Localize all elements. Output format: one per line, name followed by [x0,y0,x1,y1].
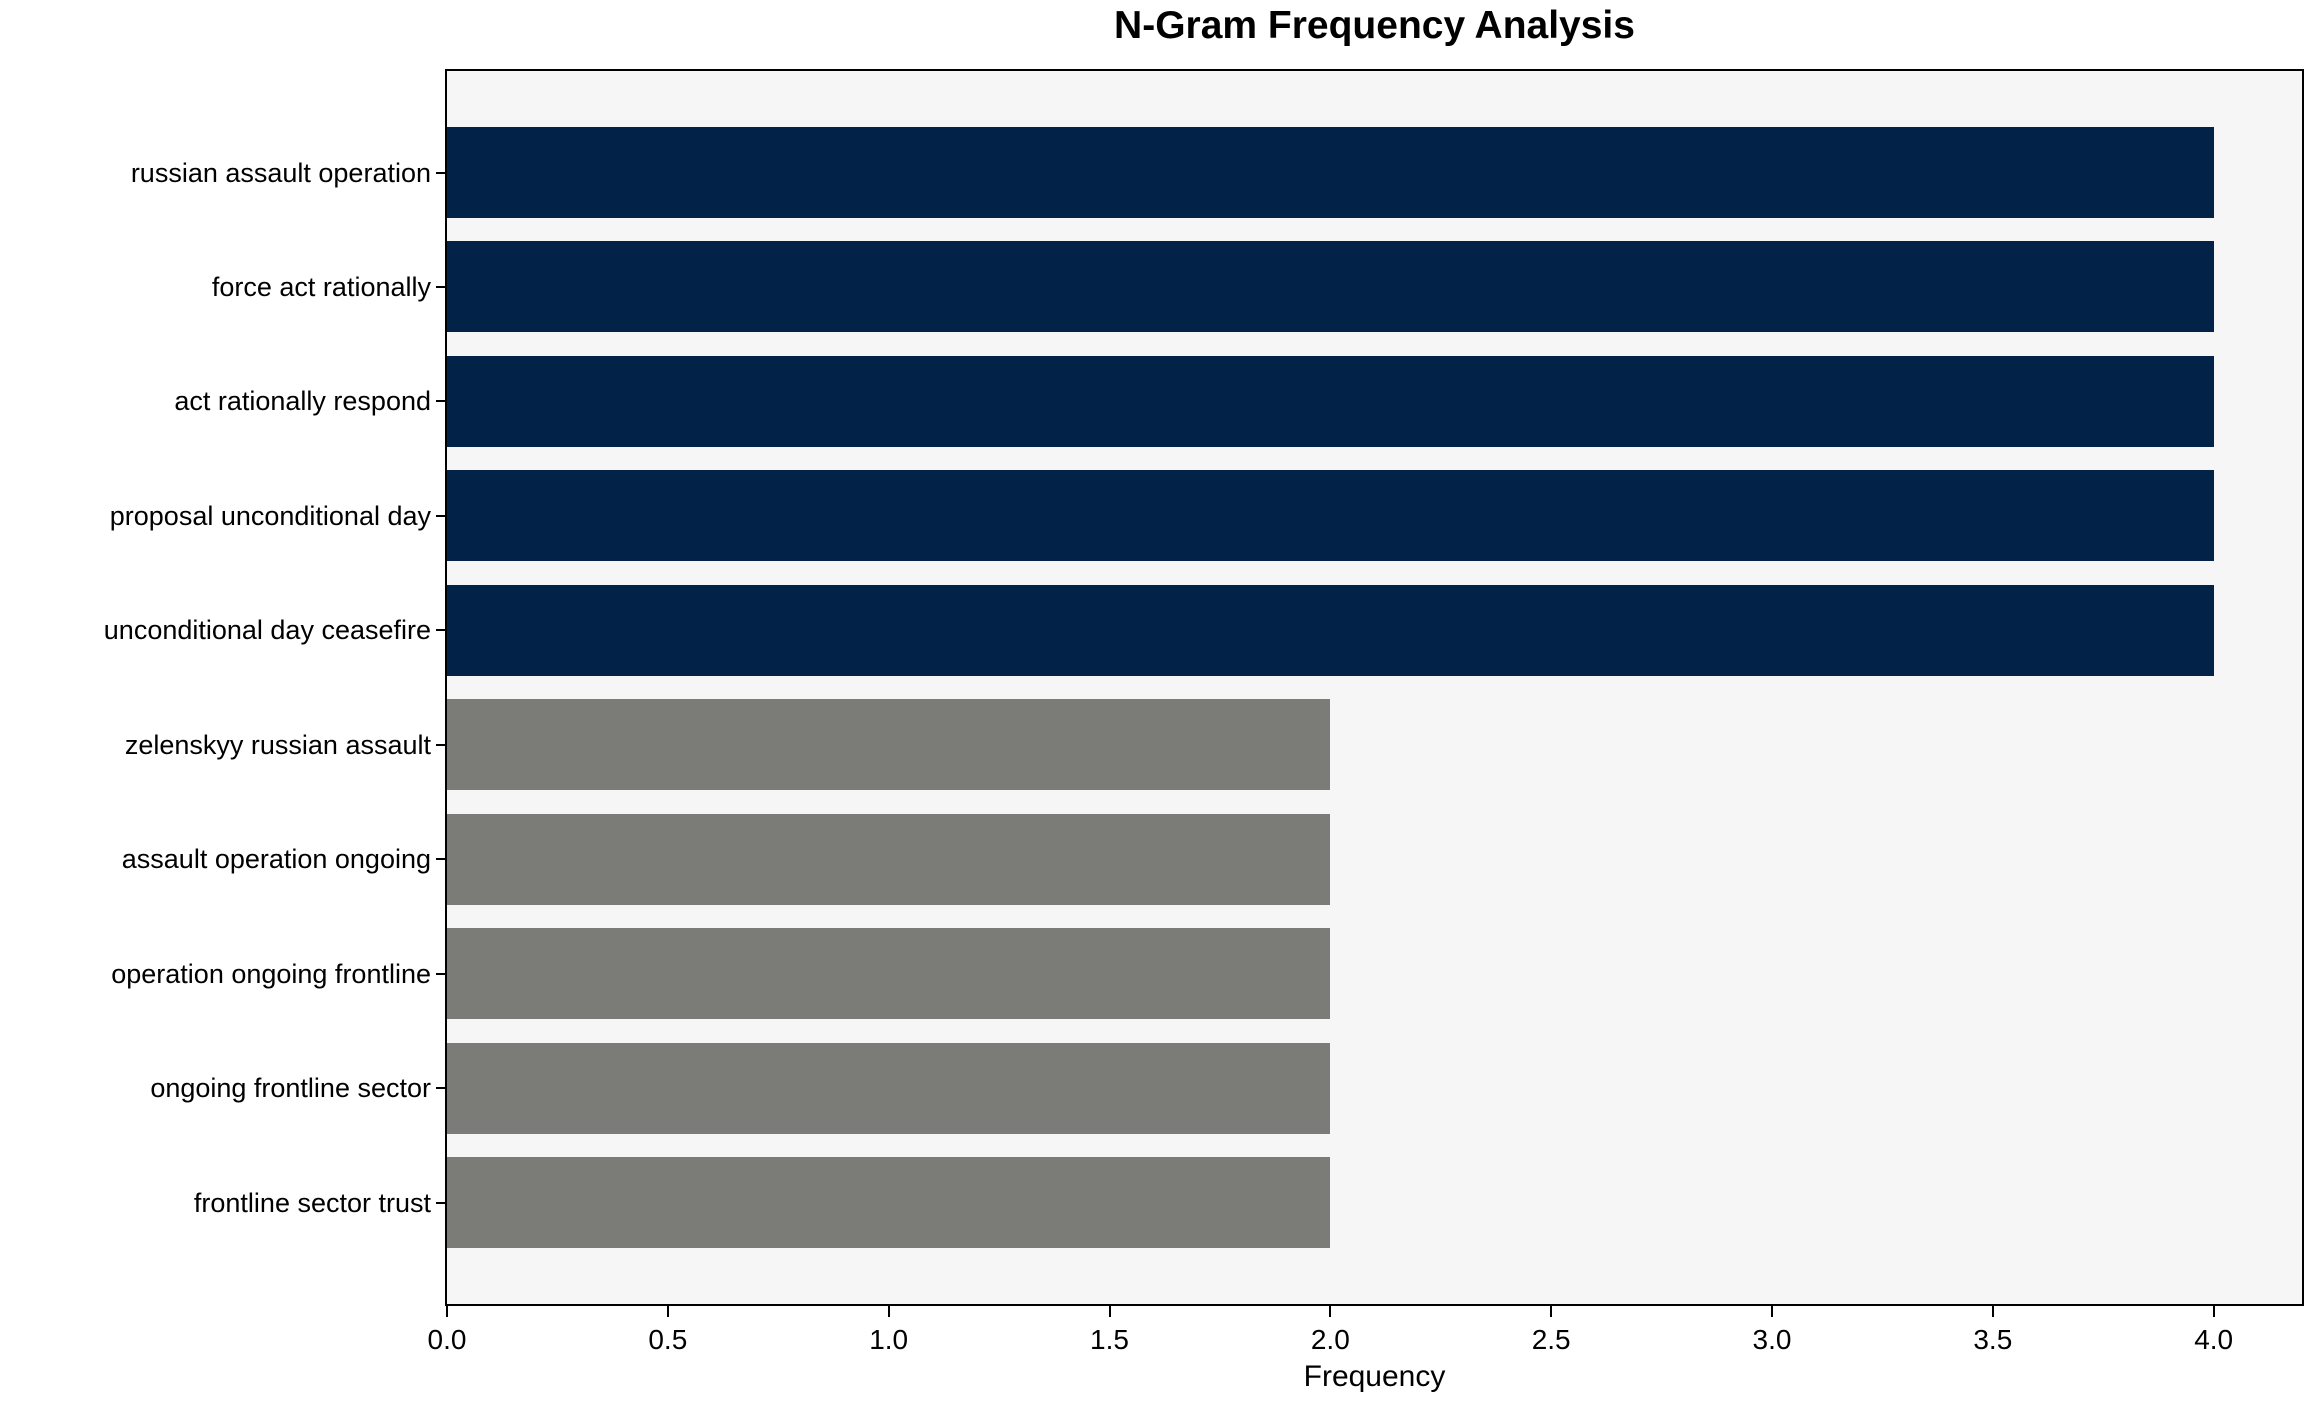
y-tick-mark [436,743,447,746]
x-tick-mark [1991,1306,1994,1317]
x-tick-mark [666,1306,669,1317]
bar [447,241,2214,333]
x-tick-label: 2.5 [1531,1324,1571,1355]
y-tick-label: assault operation ongoing [121,844,431,875]
y-tick-label: zelenskyy russian assault [124,729,431,760]
x-tick-mark [887,1306,890,1317]
bar [447,584,2214,676]
x-tick-label: 2.0 [1310,1324,1350,1355]
bar [447,470,2214,562]
y-tick-mark [436,858,447,861]
x-tick-mark [1550,1306,1553,1317]
y-tick-mark [436,400,447,403]
plot-area [445,69,2304,1306]
bar [447,699,1331,791]
chart-title: N-Gram Frequency Analysis [1114,4,1635,47]
x-tick-mark [1329,1306,1332,1317]
x-tick-mark [1771,1306,1773,1317]
x-tick-label: 1.0 [869,1324,909,1355]
bar [447,813,1331,905]
x-tick-label: 0.0 [427,1324,467,1355]
y-tick-mark [436,972,447,975]
y-tick-label: unconditional day ceasefire [103,615,431,646]
x-tick-label: 3.5 [1973,1324,2013,1355]
y-tick-label: proposal unconditional day [109,500,431,531]
y-tick-label: force act rationally [211,271,431,302]
x-tick-mark [2212,1306,2215,1317]
x-tick-label: 3.0 [1752,1324,1792,1355]
x-tick-label: 0.5 [648,1324,688,1355]
bar [447,127,2214,218]
bar [447,355,2214,447]
y-tick-label: russian assault operation [130,157,431,188]
x-tick-mark [446,1306,448,1317]
bar [447,1042,1331,1134]
x-tick-label: 4.0 [2194,1324,2234,1355]
x-tick-mark [1108,1306,1111,1317]
y-tick-mark [436,285,447,288]
y-tick-mark [436,514,447,517]
x-axis-label: Frequency [1303,1360,1446,1393]
bar [447,1157,1331,1248]
y-tick-mark [436,1087,447,1090]
y-tick-mark [436,1201,447,1204]
x-tick-label: 1.5 [1090,1324,1129,1355]
bar [447,928,1331,1020]
y-tick-label: act rationally respond [174,386,431,417]
y-tick-label: ongoing frontline sector [150,1073,431,1104]
y-tick-label: operation ongoing frontline [111,958,431,989]
y-tick-mark [436,629,447,632]
y-tick-mark [436,171,447,174]
y-tick-label: frontline sector trust [193,1187,431,1218]
